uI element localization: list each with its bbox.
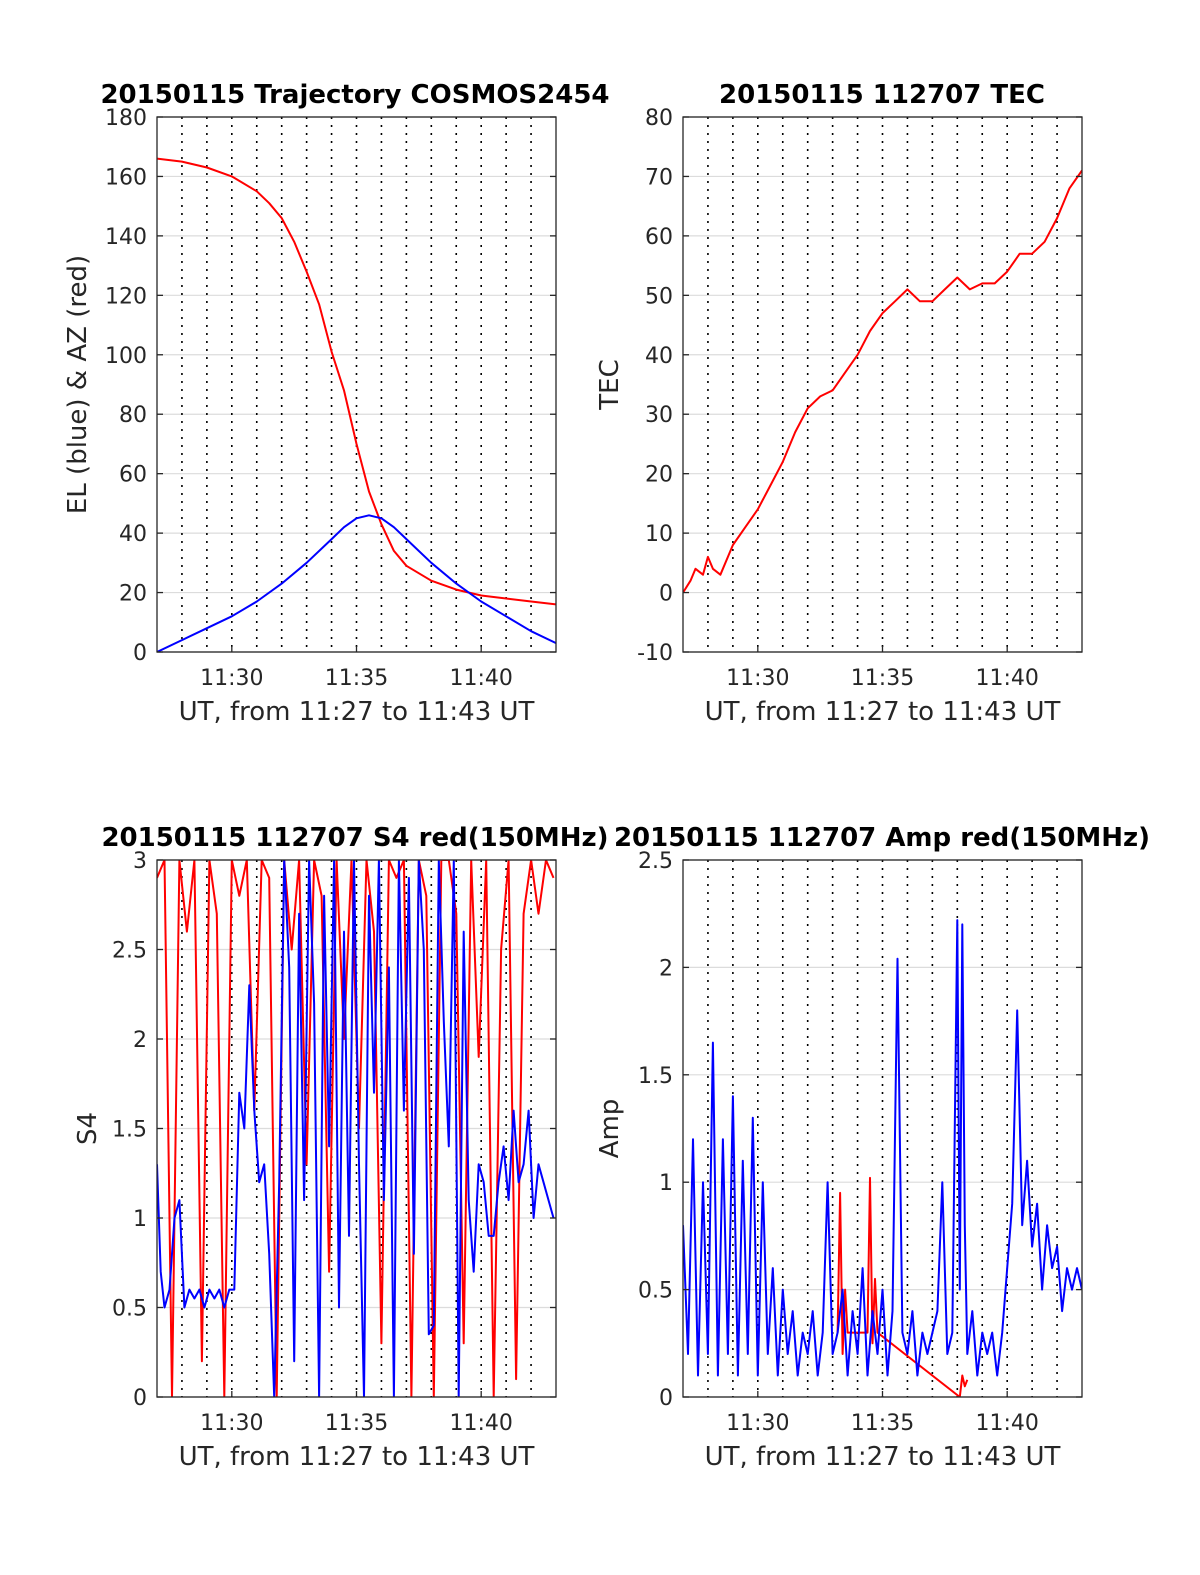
y-tick-label: 40 — [645, 344, 673, 369]
y-tick-label: 0 — [659, 582, 673, 607]
x-tick-label: 11:30 — [726, 1411, 789, 1436]
y-tick-label: -10 — [637, 641, 673, 666]
y-tick-label: 80 — [645, 106, 673, 131]
y-axis-label: Amp — [595, 1099, 625, 1159]
series-line-2 — [157, 860, 555, 1397]
y-tick-label: 140 — [105, 225, 147, 250]
y-tick-label: 120 — [105, 284, 147, 309]
y-tick-label: 180 — [105, 106, 147, 131]
y-tick-label: 3 — [133, 849, 147, 874]
y-tick-label: 1 — [133, 1207, 147, 1232]
x-tick-label: 11:40 — [449, 666, 512, 691]
series-line-1 — [157, 157, 556, 606]
y-tick-label: 0.5 — [112, 1297, 147, 1322]
y-tick-label: 30 — [645, 403, 673, 428]
y-tick-label: 160 — [105, 165, 147, 190]
y-tick-label: 40 — [119, 522, 147, 547]
x-axis-label: UT, from 11:27 to 11:43 UT — [179, 697, 535, 727]
y-tick-label: 50 — [645, 284, 673, 309]
y-tick-label: 20 — [119, 582, 147, 607]
y-tick-label: 0 — [659, 1386, 673, 1411]
y-axis-label: TEC — [595, 359, 625, 410]
x-tick-label: 11:35 — [325, 1411, 388, 1436]
y-tick-label: 100 — [105, 344, 147, 369]
chart-title: 20150115 112707 TEC — [719, 80, 1045, 110]
y-tick-label: 0 — [133, 641, 147, 666]
y-tick-label: 2.5 — [638, 849, 673, 874]
chart-panel-3: 0 0.5 1 1.5 2 2.5 3 11:30 11:35 11:40 20150115 112… — [73, 823, 609, 1472]
x-axis-label: UT, from 11:27 to 11:43 UT — [705, 697, 1061, 727]
x-axis-label: UT, from 11:27 to 11:43 UT — [179, 1442, 535, 1472]
series-line-2 — [683, 919, 1082, 1377]
chart-title: 20150115 112707 S4 red(150MHz) — [101, 823, 608, 853]
x-tick-label: 11:30 — [200, 1411, 263, 1436]
chart-title: 20150115 112707 Amp red(150MHz) — [614, 823, 1150, 853]
y-tick-label: 60 — [119, 463, 147, 488]
chart-title: 20150115 Trajectory COSMOS2454 — [100, 80, 609, 110]
series-line-1 — [836, 1176, 969, 1397]
x-tick-label: 11:40 — [449, 1411, 512, 1436]
y-axis-label: EL (blue) & AZ (red) — [63, 255, 93, 514]
y-tick-label: 20 — [645, 463, 673, 488]
chart-panel-1: 0 20 40 60 80 100 120 140 160 180 11:30 11:35 11:40 2… — [63, 80, 610, 727]
y-tick-label: 2 — [659, 956, 673, 981]
x-tick-label: 11:40 — [975, 1411, 1038, 1436]
x-tick-label: 11:35 — [325, 666, 388, 691]
series-line-2 — [157, 514, 556, 652]
y-tick-label: 1 — [659, 1171, 673, 1196]
y-tick-label: 10 — [645, 522, 673, 547]
y-tick-label: 60 — [645, 225, 673, 250]
x-tick-label: 11:40 — [975, 666, 1038, 691]
y-tick-label: 0 — [133, 1386, 147, 1411]
y-tick-label: 70 — [645, 165, 673, 190]
y-tick-label: 1.5 — [112, 1118, 147, 1143]
x-tick-label: 11:30 — [200, 666, 263, 691]
y-tick-label: 2.5 — [112, 939, 147, 964]
chart-panel-2: -10 0 10 20 30 40 50 60 70 80 11:30 11:35 11:40 20150… — [595, 80, 1083, 727]
y-tick-label: 80 — [119, 403, 147, 428]
series-line-1 — [683, 169, 1082, 594]
x-tick-label: 11:35 — [851, 1411, 914, 1436]
y-axis-label: S4 — [73, 1112, 103, 1145]
y-tick-label: 1.5 — [638, 1064, 673, 1089]
chart-panel-4: 0 0.5 1 1.5 2 2.5 11:30 11:35 11:40 20150115 1127… — [595, 823, 1150, 1472]
x-tick-label: 11:30 — [726, 666, 789, 691]
x-axis-label: UT, from 11:27 to 11:43 UT — [705, 1442, 1061, 1472]
y-tick-label: 0.5 — [638, 1279, 673, 1304]
x-tick-label: 11:35 — [851, 666, 914, 691]
y-tick-label: 2 — [133, 1028, 147, 1053]
